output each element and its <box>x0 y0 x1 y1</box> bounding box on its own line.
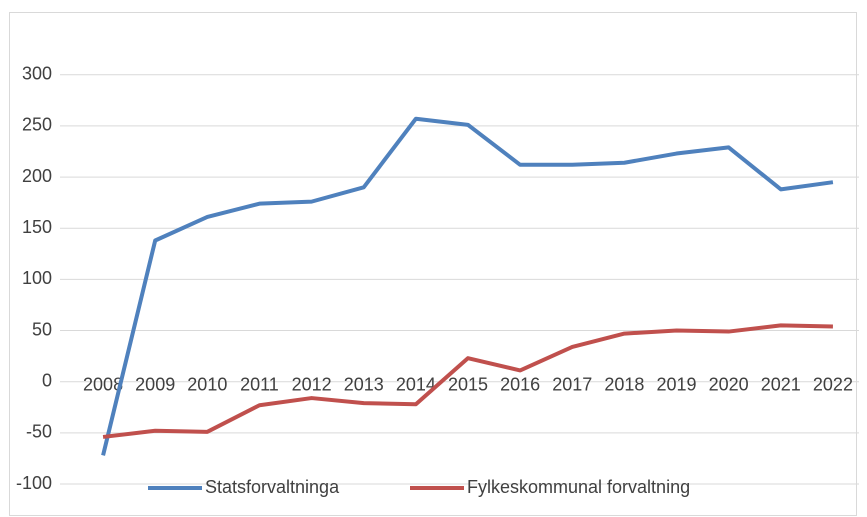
x-tick-label: 2012 <box>292 374 332 394</box>
y-tick-label: 150 <box>22 217 52 237</box>
x-tick-label: 2015 <box>448 374 488 394</box>
legend-label: Fylkeskommunal forvaltning <box>467 477 690 497</box>
x-tick-label: 2019 <box>657 374 697 394</box>
chart-border <box>9 12 857 516</box>
x-tick-label: 2014 <box>396 374 436 394</box>
y-tick-label: 250 <box>22 115 52 135</box>
x-tick-label: 2022 <box>813 374 853 394</box>
y-tick-label: 100 <box>22 268 52 288</box>
x-tick-label: 2018 <box>604 374 644 394</box>
y-tick-label: 0 <box>42 370 52 390</box>
x-tick-label: 2013 <box>344 374 384 394</box>
legend-label: Statsforvaltninga <box>205 477 340 497</box>
x-tick-label: 2020 <box>709 374 749 394</box>
y-tick-label: -50 <box>26 422 52 442</box>
y-tick-label: -100 <box>16 473 52 493</box>
x-tick-label: 2017 <box>552 374 592 394</box>
series-line <box>101 116 834 456</box>
y-tick-label: 200 <box>22 166 52 186</box>
x-tick-label: 2008 <box>83 374 123 394</box>
x-tick-label: 2011 <box>240 374 279 394</box>
x-tick-label: 2021 <box>761 374 801 394</box>
series-line <box>102 323 833 439</box>
y-tick-label: 300 <box>22 64 52 84</box>
x-tick-label: 2016 <box>500 374 540 394</box>
x-tick-label: 2010 <box>187 374 227 394</box>
x-tick-label: 2009 <box>135 374 175 394</box>
y-tick-label: 50 <box>32 319 52 339</box>
